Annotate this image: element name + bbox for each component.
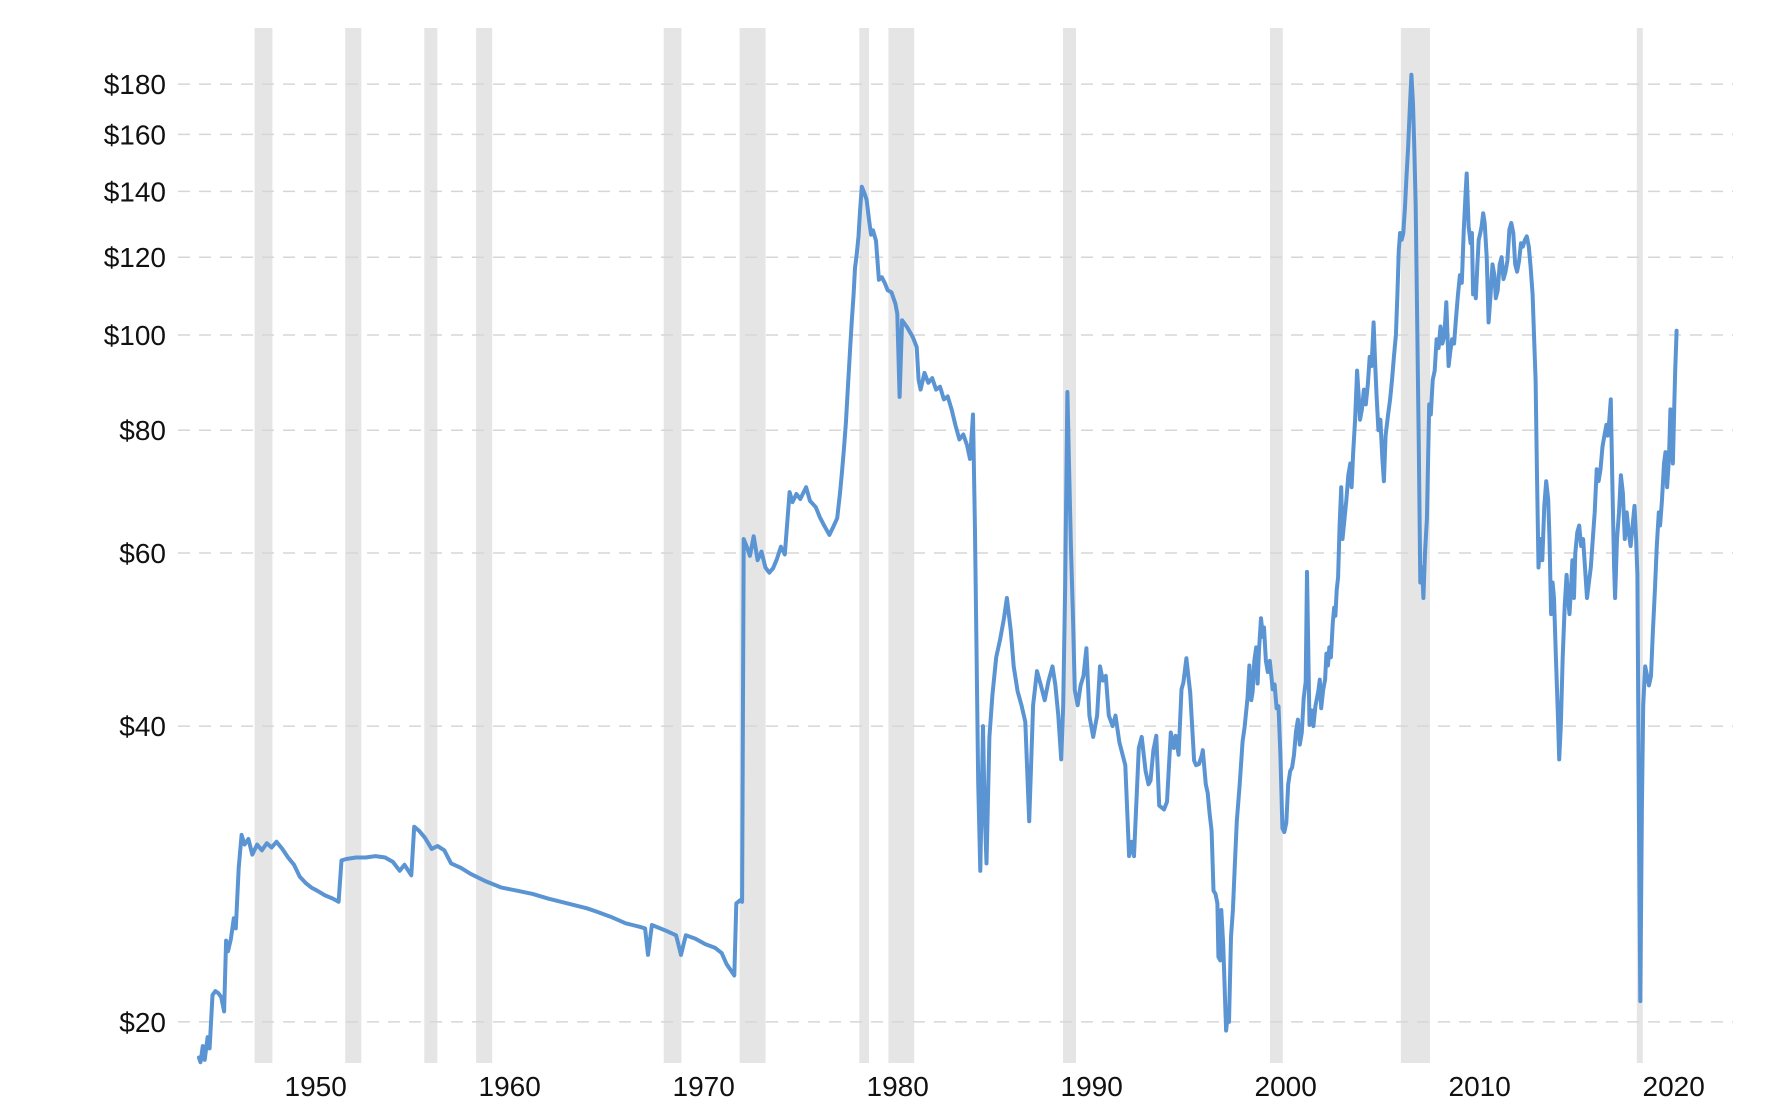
recession-band: [1636, 28, 1643, 1063]
recession-band: [254, 28, 273, 1063]
recession-band: [345, 28, 362, 1063]
y-tick-label: $160: [104, 119, 166, 150]
x-axis-tick-labels: 1950 1960 1970 1980 1990 2000 2010 2020: [285, 1071, 1705, 1102]
y-tick-label: $40: [119, 711, 166, 742]
recession-band: [476, 28, 493, 1063]
price-line: [196, 72, 1679, 1065]
recession-bands: [254, 28, 1643, 1063]
y-tick-label: $80: [119, 415, 166, 446]
y-axis-tick-labels: $20 $40 $60 $80 $100 $120 $140 $160 $180: [104, 69, 166, 1038]
recession-band: [1270, 28, 1283, 1063]
recession-band: [888, 28, 915, 1063]
x-tick-label: 1990: [1061, 1071, 1123, 1102]
x-tick-label: 2000: [1255, 1071, 1317, 1102]
x-tick-label: 1960: [479, 1071, 541, 1102]
x-tick-label: 1950: [285, 1071, 347, 1102]
y-tick-label: $120: [104, 242, 166, 273]
x-tick-label: 2020: [1643, 1071, 1705, 1102]
recession-band: [424, 28, 438, 1063]
price-line-series: [196, 72, 1679, 1065]
y-tick-label: $100: [104, 320, 166, 351]
y-tick-label: $20: [119, 1007, 166, 1038]
horizontal-gridlines: [178, 83, 1733, 1023]
y-tick-label: $180: [104, 69, 166, 100]
y-tick-label: $60: [119, 538, 166, 569]
recession-band: [859, 28, 869, 1063]
x-tick-label: 1970: [673, 1071, 735, 1102]
x-tick-label: 1980: [867, 1071, 929, 1102]
x-tick-label: 2010: [1449, 1071, 1511, 1102]
recession-band: [663, 28, 682, 1063]
y-tick-label: $140: [104, 176, 166, 207]
